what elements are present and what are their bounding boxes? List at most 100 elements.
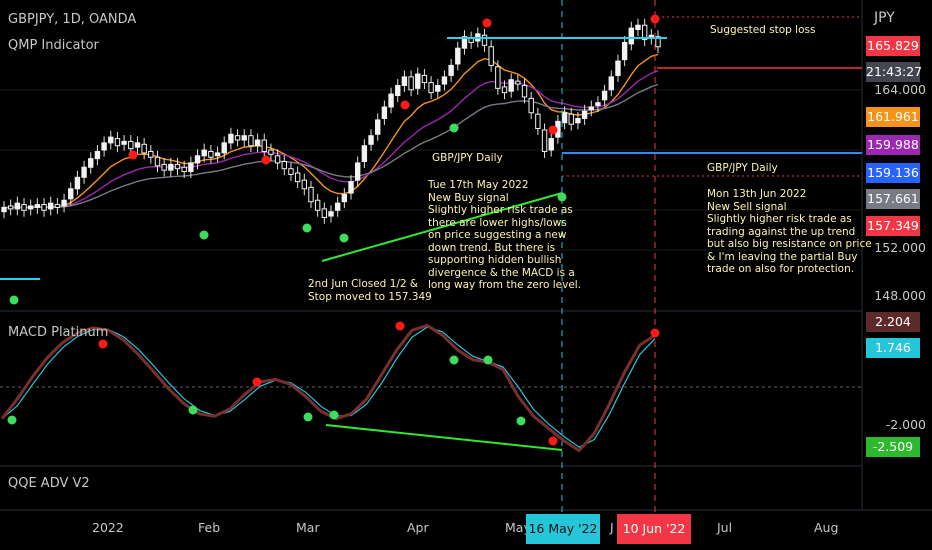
sell-note-title: GBP/JPY Daily <box>707 162 778 174</box>
macd-lines <box>0 323 656 453</box>
indicator-qmp-label[interactable]: QMP Indicator <box>8 38 99 53</box>
price-divergence-line <box>321 192 563 262</box>
candle-body <box>68 188 74 200</box>
price-tag-countdown: 21:43:27 <box>866 62 922 82</box>
macd-tag-low: -2.509 <box>866 437 920 457</box>
candle-body <box>448 64 454 76</box>
candle-body <box>134 142 141 148</box>
candle-body <box>388 93 394 108</box>
candle-body <box>114 138 121 147</box>
candle-body <box>21 204 27 211</box>
moving-averages <box>3 53 659 209</box>
buy-signal-dot <box>199 230 209 240</box>
sell-signal-dot <box>98 339 108 349</box>
candle-body <box>201 149 207 157</box>
candle-body <box>221 142 227 154</box>
indicator-qqe-label[interactable]: QQE ADV V2 <box>8 476 90 491</box>
candle-body <box>148 150 154 158</box>
currency-label: JPY <box>874 10 895 26</box>
candle-body <box>535 113 541 130</box>
x-axis-label: Aug <box>814 520 839 535</box>
sell-signal-dot <box>261 155 271 165</box>
candle-body <box>435 84 441 92</box>
buy-signal-dot <box>302 223 312 233</box>
candle-body <box>328 211 334 217</box>
candle-body <box>228 133 234 144</box>
candle-body <box>635 24 641 31</box>
candle-body <box>14 202 21 210</box>
sell-signal-dot <box>650 14 660 24</box>
x-axis-label: J <box>610 520 614 535</box>
candle-body <box>568 113 574 125</box>
x-axis-label: Apr <box>407 520 429 535</box>
x-axis-sell-date: 10 Jun '22 <box>617 514 691 544</box>
candle-body <box>561 112 568 124</box>
candle-body <box>521 84 528 98</box>
candle-body <box>268 149 274 155</box>
sell-signal-dot <box>252 377 262 387</box>
candle-body <box>641 24 648 41</box>
buy-signal-dot <box>557 192 567 202</box>
buy-signal-dot <box>303 412 313 422</box>
candle-body <box>488 46 494 66</box>
candle-body <box>415 73 421 89</box>
candle-body <box>541 129 548 152</box>
candle-body <box>214 152 221 157</box>
price-axis-label: 152.000 <box>874 240 926 255</box>
candle-body <box>261 139 267 152</box>
macd-axis-label: -2.000 <box>885 417 926 432</box>
indicator-macd-label[interactable]: MACD Platinum <box>8 325 109 340</box>
buy-signal-dot <box>7 415 17 425</box>
candle-body <box>74 176 81 190</box>
candle-body <box>528 97 534 114</box>
candle-body <box>595 102 601 107</box>
stop-loss-note: Suggested stop loss <box>710 24 816 36</box>
ma-gray-line <box>3 83 659 209</box>
x-axis-label: Mar <box>296 520 320 535</box>
candle-body <box>408 76 414 91</box>
buy-signal-dot <box>516 416 526 426</box>
price-tag-entry: 159.136 <box>866 163 920 183</box>
candle-body <box>501 86 508 94</box>
candle-body <box>368 135 374 145</box>
candle-body <box>41 204 47 211</box>
sell-signal-dot <box>128 150 138 160</box>
buy-signal-dot <box>339 233 349 243</box>
price-tag-ma-purple: 159.988 <box>866 135 920 155</box>
candle-body <box>194 155 201 164</box>
candle-body <box>234 135 241 141</box>
candle-body <box>288 168 294 175</box>
candle-body <box>128 140 134 150</box>
sell-note-text: Mon 13th Jun 2022 New Sell signal Slight… <box>707 188 872 275</box>
x-axis-buy-date: 16 May '22 <box>526 514 600 544</box>
buy-signal-dot <box>9 295 19 305</box>
candle-body <box>508 79 514 92</box>
candle-body <box>608 76 614 91</box>
price-axis-label: 164.000 <box>874 82 926 97</box>
candle-body <box>334 202 341 211</box>
buy-signal-dot <box>329 410 339 420</box>
candle-body <box>208 150 214 158</box>
x-axis-label: Feb <box>198 520 221 535</box>
buy-note-text: Tue 17th May 2022 New Buy signal Slightl… <box>428 179 582 291</box>
candle-body <box>401 76 408 86</box>
candle-body <box>188 162 194 173</box>
candle-body <box>241 135 247 141</box>
candle-body <box>314 199 321 211</box>
ma-purple-line <box>3 70 659 209</box>
candle-body <box>94 150 101 160</box>
symbol-title[interactable]: GBPJPY, 1D, OANDA <box>8 12 137 27</box>
sell-signal-dot <box>400 100 410 110</box>
candle-body <box>601 90 608 101</box>
candle-body <box>281 161 287 170</box>
candle-body <box>301 179 308 190</box>
candle-body <box>174 163 181 170</box>
macd-divergence-line <box>325 424 563 451</box>
buy-note-title: GBP/JPY Daily <box>432 152 503 164</box>
close-note-text: 2nd Jun Closed 1/2 & Stop moved to 157.3… <box>308 278 432 303</box>
candle-body <box>348 181 354 194</box>
buy-signal-dot <box>188 405 198 415</box>
candle-body <box>88 158 94 168</box>
candle-body <box>575 117 581 124</box>
